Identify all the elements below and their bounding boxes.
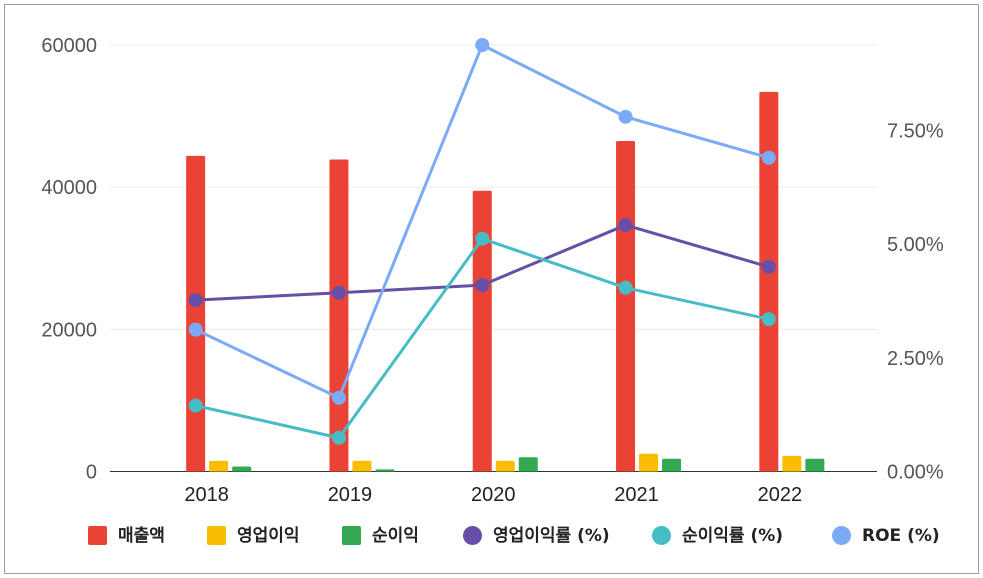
line-point — [618, 109, 633, 124]
line-point — [188, 322, 203, 337]
x-tick-label: 2022 — [758, 484, 803, 506]
legend-label: 순이익 — [372, 526, 419, 546]
bar — [209, 460, 229, 472]
line-point — [188, 293, 203, 308]
legend-swatch — [342, 526, 361, 545]
x-tick-label: 2021 — [614, 484, 659, 506]
line-point — [618, 280, 633, 295]
line-point — [331, 285, 346, 300]
line-point — [475, 278, 490, 293]
line-point — [761, 312, 776, 327]
x-tick-label: 2018 — [184, 484, 229, 506]
y-left-tick-label: 0 — [86, 462, 97, 484]
bar — [805, 458, 825, 472]
line-point — [618, 218, 633, 233]
legend-label: 순이익률 (%) — [682, 526, 783, 546]
bar — [186, 155, 206, 472]
bar — [472, 190, 492, 472]
legend-swatch — [463, 526, 482, 545]
bar — [782, 455, 802, 472]
bar — [662, 458, 682, 472]
y-right-tick-label: 0.00% — [887, 462, 944, 484]
y-left-tick-label: 60000 — [41, 35, 97, 57]
line-point — [475, 231, 490, 246]
bar — [329, 159, 349, 472]
bar — [639, 453, 659, 472]
bar — [518, 457, 538, 472]
bar — [759, 91, 779, 472]
bar — [495, 460, 515, 472]
line-point — [331, 390, 346, 405]
line-point — [761, 150, 776, 165]
y-right-tick-label: 5.00% — [887, 234, 944, 256]
bar — [375, 469, 395, 472]
y-left-tick-label: 40000 — [41, 177, 97, 199]
y-right-tick-label: 7.50% — [887, 120, 944, 142]
bar — [232, 466, 252, 472]
legend-label: 영업이익률 (%) — [493, 526, 610, 546]
legend-swatch — [832, 526, 851, 545]
legend-label: ROE (%) — [862, 526, 940, 546]
x-tick-label: 2019 — [328, 484, 373, 506]
legend-label: 매출액 — [118, 526, 165, 546]
legend-swatch — [88, 526, 107, 545]
legend-swatch — [207, 526, 226, 545]
bar — [616, 140, 636, 472]
line-point — [475, 38, 490, 52]
line-point — [188, 398, 203, 413]
legend-swatch — [652, 526, 671, 545]
line-point — [331, 430, 346, 445]
y-left-tick-label: 20000 — [41, 319, 97, 341]
legend-label: 영업이익 — [237, 526, 300, 546]
bar — [352, 460, 372, 472]
x-tick-label: 2020 — [471, 484, 516, 506]
y-right-tick-label: 2.50% — [887, 348, 944, 370]
line-point — [761, 259, 776, 274]
